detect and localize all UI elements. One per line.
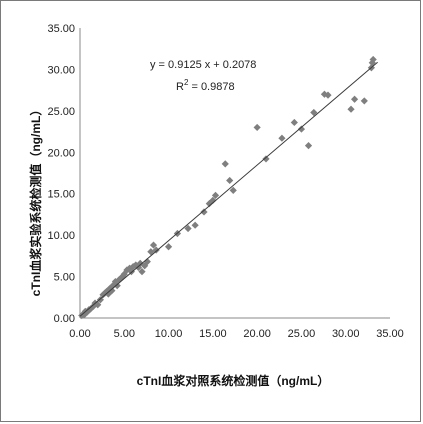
data-point (226, 176, 234, 185)
y-tick-label: 10.00 (47, 230, 75, 242)
data-point (89, 302, 97, 310)
y-tick-label: 0.00 (54, 313, 75, 325)
x-tick-label: 5.00 (114, 328, 135, 340)
data-point (229, 186, 237, 194)
data-point (324, 91, 332, 99)
data-point (152, 246, 160, 254)
data-point (297, 125, 306, 133)
data-point (108, 287, 116, 295)
trendline-group (79, 61, 378, 317)
data-point (111, 277, 120, 286)
data-point (87, 305, 95, 313)
data-point (110, 281, 118, 289)
data-point (138, 268, 146, 276)
data-point (253, 123, 261, 132)
data-point (134, 263, 143, 272)
x-tick-label: 0.00 (69, 328, 90, 340)
data-point (164, 243, 173, 251)
y-axis-title: cTnI血浆实验系统检测值（ng/mL） (28, 104, 43, 297)
data-point (200, 208, 208, 216)
data-point (262, 155, 270, 163)
data-point (129, 263, 137, 271)
y-tick-label: 25.00 (47, 106, 75, 118)
x-tick-label: 10.00 (155, 328, 183, 340)
data-point (211, 191, 220, 199)
data-point (147, 248, 155, 256)
x-tick-labels: 0.00 5.00 10.00 15.00 20.00 25.00 30.00 35.00 (69, 328, 403, 340)
axes (79, 28, 390, 319)
data-point (127, 268, 135, 276)
x-tick-label: 15.00 (199, 328, 227, 340)
equation-label: y = 0.9125 x + 0.2078 (150, 59, 256, 71)
y-tick-label: 35.00 (47, 23, 75, 35)
x-tick-label: 20.00 (243, 328, 271, 340)
data-point (80, 311, 89, 319)
data-point (221, 160, 229, 168)
data-point (304, 142, 313, 150)
data-point (191, 221, 199, 229)
data-point (83, 308, 91, 316)
y-tick-label: 20.00 (47, 147, 75, 159)
trendline (79, 61, 378, 317)
r-squared-prefix: R (176, 81, 184, 93)
data-point (143, 258, 151, 266)
y-tick-labels: 0.00 5.00 10.00 15.00 20.00 25.00 30.00 35.00 (47, 23, 75, 325)
data-point (360, 97, 368, 105)
data-point (310, 108, 318, 117)
x-tick-label: 30.00 (332, 328, 360, 340)
y-tick-label: 15.00 (47, 189, 75, 201)
x-tick-label: 35.00 (376, 328, 404, 340)
y-tick-label: 30.00 (47, 64, 75, 76)
data-point (113, 282, 121, 290)
data-point (120, 270, 128, 278)
data-point (350, 95, 359, 103)
y-tick-label: 5.00 (54, 272, 75, 284)
data-point (278, 134, 286, 142)
x-tick-label: 25.00 (288, 328, 316, 340)
r-squared-label: R2 = 0.9878 (176, 78, 235, 93)
data-point (290, 118, 298, 127)
r-squared-superscript: 2 (184, 78, 189, 87)
x-axis-title: cTnI血浆对照系统检测值（ng/mL） (137, 373, 330, 388)
r-squared-value: = 0.9878 (188, 81, 234, 93)
data-point (184, 224, 192, 233)
data-point (149, 241, 158, 249)
data-point (209, 196, 217, 204)
data-point (369, 55, 377, 64)
data-point (347, 105, 355, 113)
